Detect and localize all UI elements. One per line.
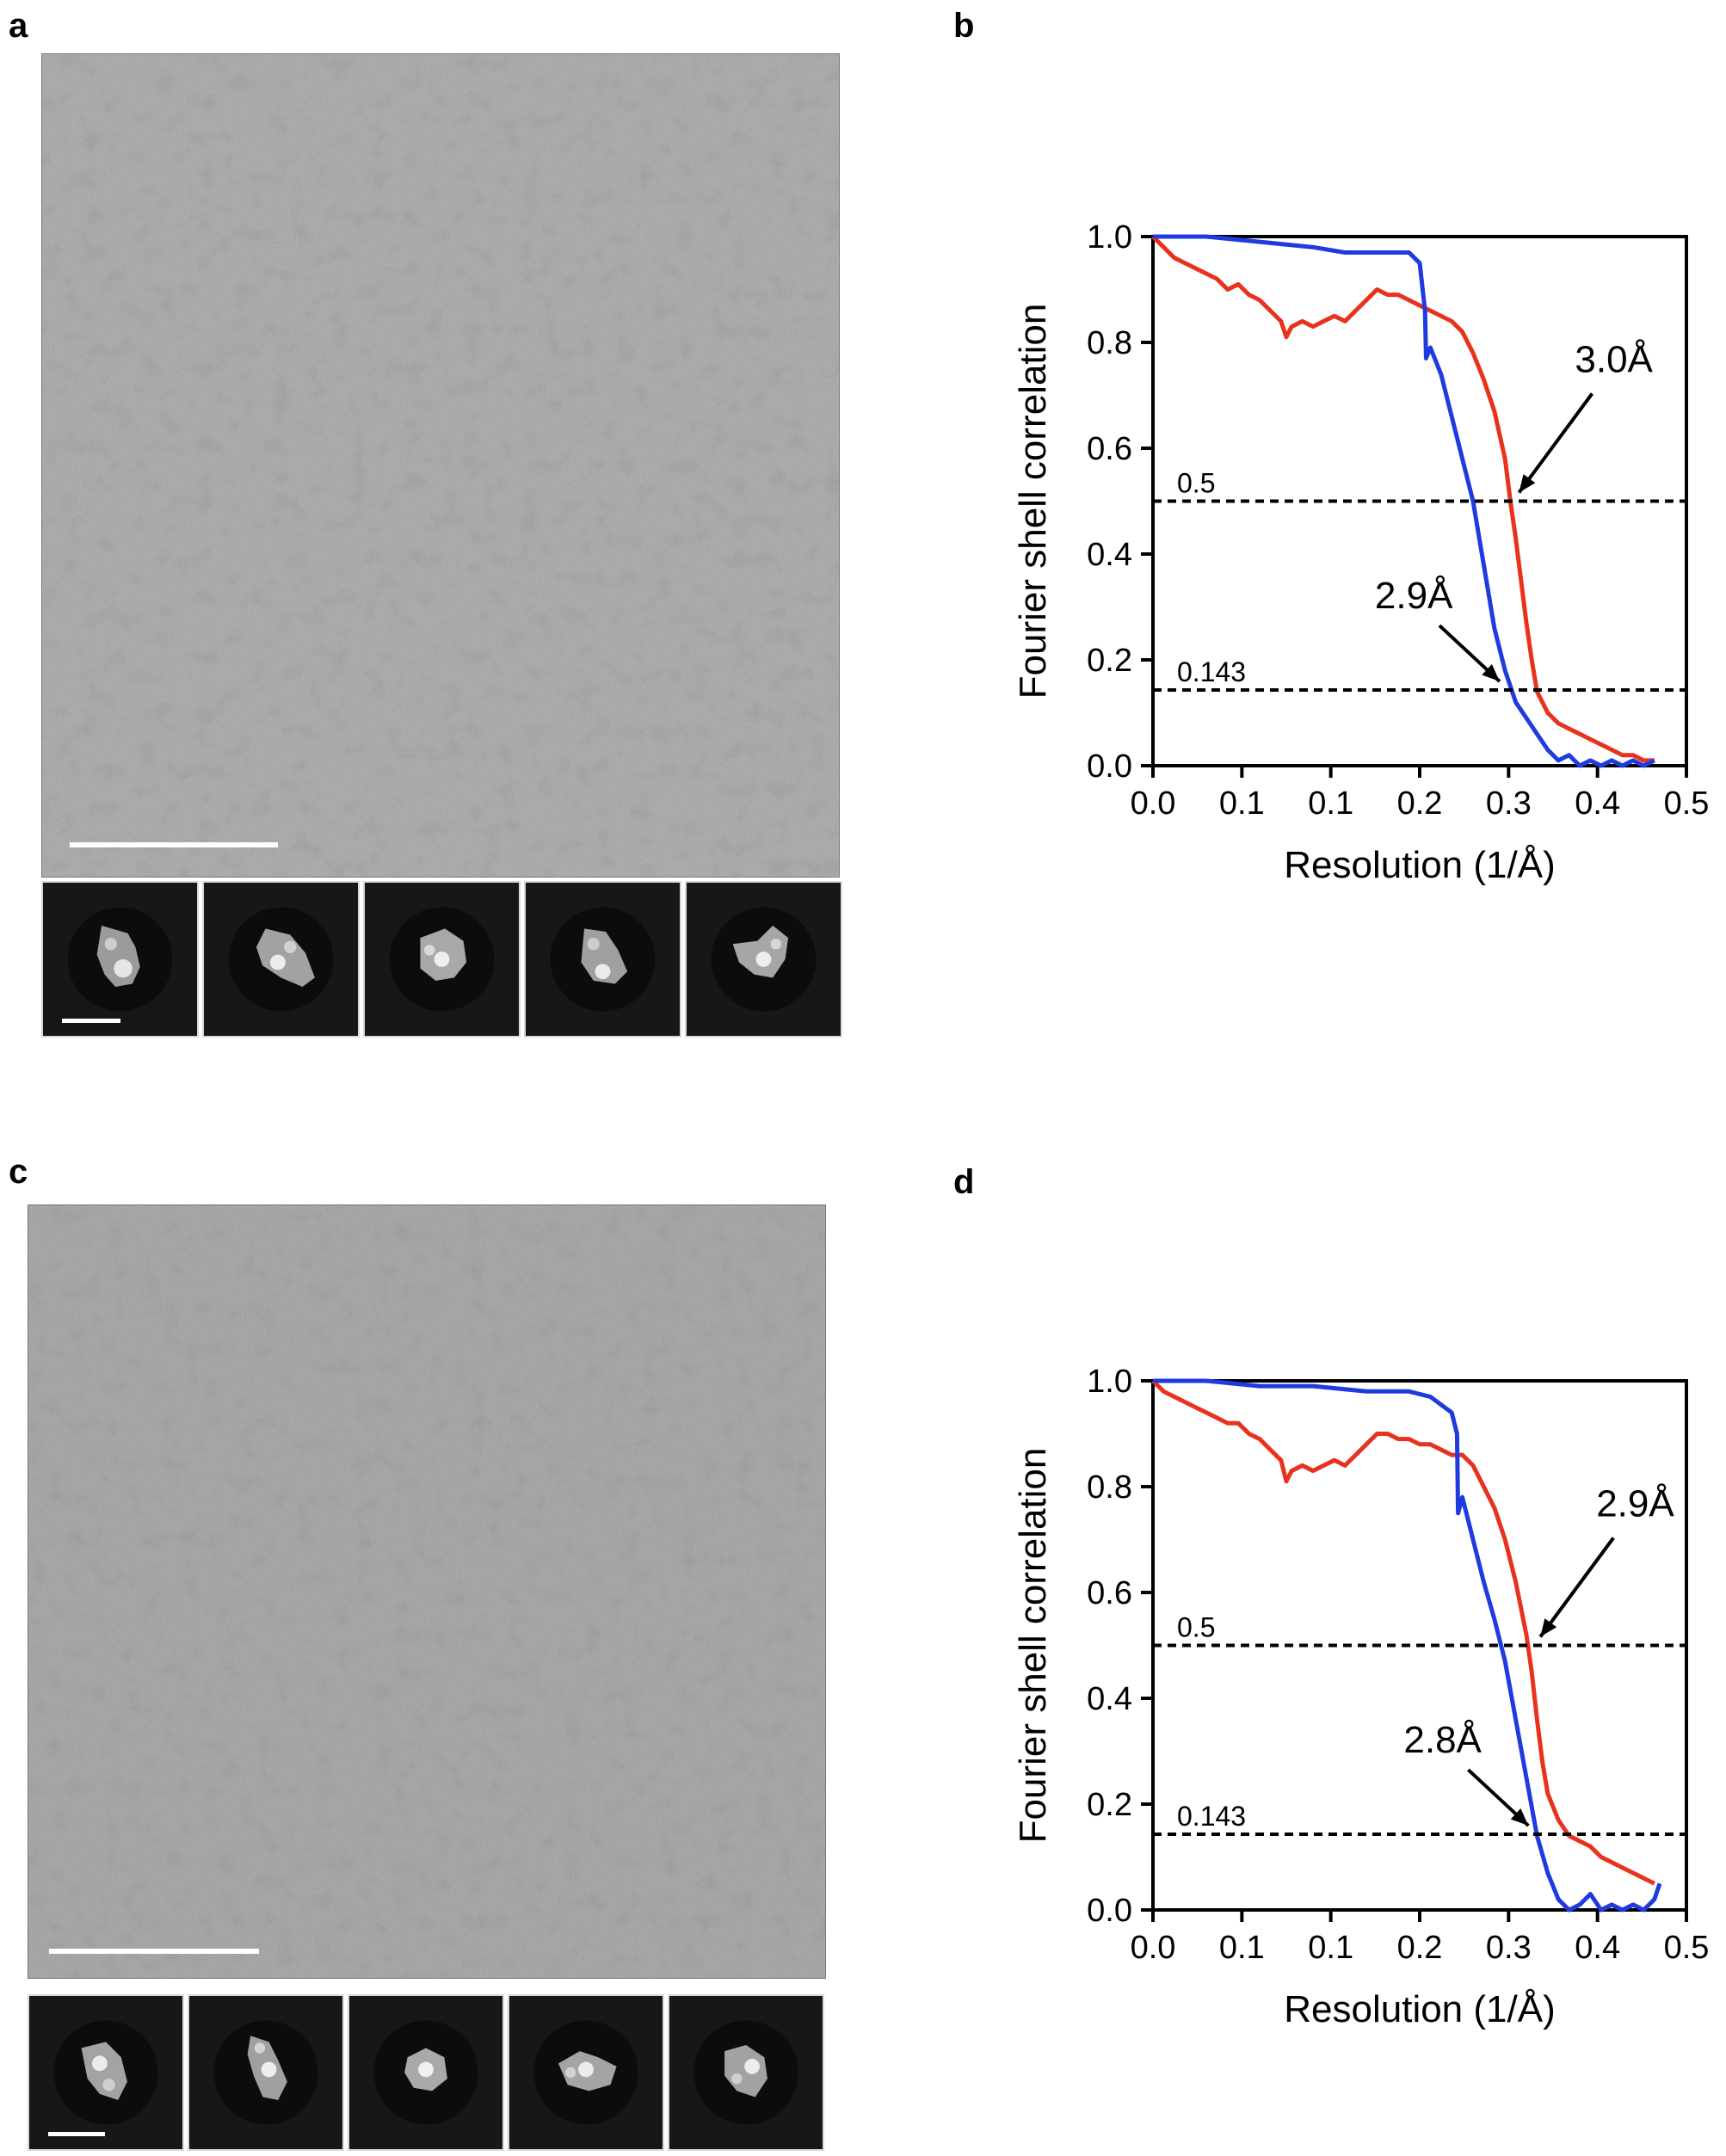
- class-average-tile: [41, 881, 199, 1038]
- class-average-strip-a: [41, 881, 842, 1038]
- x-tick-label: 0.0: [1131, 1930, 1176, 1966]
- micrograph-c: [28, 1204, 826, 1979]
- y-tick-label: 0.8: [1087, 325, 1132, 361]
- class-average-tile: [685, 881, 842, 1038]
- y-tick-label: 0.0: [1087, 1893, 1132, 1929]
- y-tick-label: 0.2: [1087, 1787, 1132, 1823]
- micrograph-scale-bar: [49, 1949, 259, 1954]
- resolution-annotation: 2.9Å: [1375, 575, 1453, 617]
- fsc-series-blue: [1153, 234, 1655, 768]
- class-average-tile: [28, 1994, 184, 2151]
- resolution-annotation: 2.9Å: [1596, 1483, 1674, 1525]
- threshold-label: 0.143: [1177, 1801, 1246, 1832]
- micrograph-a-noise: [42, 54, 839, 877]
- fsc-chart-b: 0.0 0.2 0.4 0.6 0.8 1.0 0.0 0.1 0.1 0.2 0.3 0.4 0.5 R…: [1012, 219, 1710, 886]
- x-axis-label: Resolution (1/Å): [1284, 1988, 1555, 2030]
- x-tick-label: 0.5: [1664, 1930, 1710, 1966]
- x-tick-label: 0.2: [1397, 785, 1443, 822]
- annotation-arrowhead: [1519, 474, 1536, 493]
- y-tick-label: 1.0: [1087, 219, 1132, 256]
- x-tick-label: 0.5: [1664, 785, 1710, 822]
- panel-label-a: a: [9, 7, 28, 45]
- y-tick-label: 0.8: [1087, 1469, 1132, 1506]
- threshold-label: 0.5: [1177, 468, 1215, 499]
- class-average-tile: [188, 1994, 344, 2151]
- x-tick-label: 0.3: [1486, 785, 1532, 822]
- class-average-strip-c: [28, 1994, 824, 2151]
- y-axis-label: Fourier shell correlation: [1012, 1448, 1054, 1844]
- class-average-tile: [202, 881, 360, 1038]
- resolution-annotation: 3.0Å: [1575, 339, 1653, 381]
- panel-label-c: c: [9, 1153, 28, 1191]
- y-tick-label: 0.2: [1087, 643, 1132, 679]
- x-tick-label: 0.1: [1219, 1930, 1265, 1966]
- x-tick-label: 0.1: [1219, 785, 1265, 822]
- micrograph-c-noise: [28, 1205, 825, 1978]
- class-average-tile: [348, 1994, 504, 2151]
- fsc-series-red: [1151, 235, 1655, 763]
- resolution-annotation: 2.8Å: [1403, 1719, 1482, 1761]
- x-axis-label: Resolution (1/Å): [1284, 844, 1555, 886]
- y-tick-label: 0.6: [1087, 1575, 1132, 1611]
- class-average-tile: [524, 881, 681, 1038]
- y-tick-label: 0.4: [1087, 537, 1132, 573]
- threshold-label: 0.5: [1177, 1612, 1215, 1643]
- class-average-tile: [668, 1994, 824, 2151]
- micrograph-scale-bar: [70, 842, 278, 847]
- x-tick-label: 0.4: [1575, 1930, 1620, 1966]
- fsc-series-blue: [1153, 1378, 1662, 1913]
- y-axis-label: Fourier shell correlation: [1012, 304, 1054, 699]
- panel-label-b: b: [953, 7, 975, 45]
- annotation-arrow: [1538, 1537, 1615, 1638]
- x-tick-label: 0.4: [1575, 785, 1620, 822]
- fsc-chart-d: 0.0 0.2 0.4 0.6 0.8 1.0 0.0 0.1 0.1 0.2 0.3 0.4 0.5 R…: [1012, 1364, 1710, 2030]
- annotation-arrow: [1517, 392, 1594, 494]
- y-tick-label: 0.4: [1087, 1681, 1132, 1717]
- panel-label-d: d: [953, 1163, 975, 1201]
- annotation-arrowhead: [1540, 1618, 1557, 1637]
- class-average-scale-bar: [48, 2132, 105, 2136]
- fsc-series-red: [1151, 1379, 1655, 1886]
- x-tick-label: 0.1: [1308, 1930, 1353, 1966]
- x-tick-label: 0.2: [1397, 1930, 1443, 1966]
- x-tick-label: 0.3: [1486, 1930, 1532, 1966]
- annotation-arrowhead: [1482, 663, 1500, 682]
- threshold-label: 0.143: [1177, 656, 1246, 687]
- x-tick-label: 0.1: [1308, 785, 1353, 822]
- x-tick-label: 0.0: [1131, 785, 1176, 822]
- annotation-arrowhead: [1510, 1808, 1529, 1826]
- micrograph-a: [41, 53, 840, 878]
- y-tick-label: 0.0: [1087, 748, 1132, 785]
- class-average-tile: [508, 1994, 664, 2151]
- class-average-tile: [363, 881, 521, 1038]
- class-average-scale-bar: [62, 1019, 120, 1023]
- y-tick-label: 0.6: [1087, 431, 1132, 467]
- y-tick-label: 1.0: [1087, 1364, 1132, 1400]
